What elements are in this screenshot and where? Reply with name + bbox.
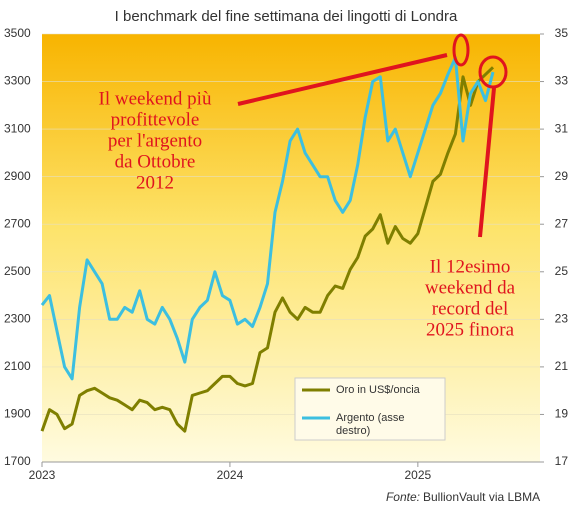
annotation: 2012 bbox=[136, 172, 174, 193]
source-label: Fonte: bbox=[386, 490, 420, 504]
y-tick-label: 1900 bbox=[4, 407, 31, 421]
y2-tick-label: 21 bbox=[555, 359, 569, 373]
arrow-line bbox=[237, 53, 448, 106]
highlight-circle bbox=[478, 55, 508, 89]
plot: 1700 1900 2100 2300 2500 2700 2900 3100 3300 3500… bbox=[4, 26, 568, 482]
y-tick-label: 2700 bbox=[4, 216, 31, 230]
series-line bbox=[40, 56, 495, 381]
annotation: record del bbox=[432, 298, 508, 319]
y-tick-label: 3100 bbox=[4, 121, 31, 135]
legend-label: Oro in US$/oncia bbox=[336, 384, 421, 396]
arrow-line bbox=[478, 87, 496, 238]
y-tick-label: 2300 bbox=[4, 312, 31, 326]
annotation: Il 12esimo bbox=[430, 256, 511, 277]
y2-tick-label: 17 bbox=[555, 454, 569, 468]
x-tick-label: 2025 bbox=[404, 468, 431, 482]
x-tick-label: 2023 bbox=[29, 468, 56, 482]
annotation: Il weekend più bbox=[99, 88, 212, 109]
y-tick-label: 3500 bbox=[4, 26, 31, 40]
highlight-circle bbox=[452, 33, 470, 67]
y-tick-label: 3300 bbox=[4, 74, 31, 88]
plot-area bbox=[42, 34, 540, 462]
annotation: per l'argento bbox=[108, 130, 202, 151]
y-tick-label: 1700 bbox=[4, 454, 31, 468]
y2-tick-label: 25 bbox=[555, 264, 569, 278]
y2-tick-label: 33 bbox=[555, 74, 569, 88]
annotation: 2025 finora bbox=[426, 319, 515, 340]
legend: Oro in US$/oncia Argento (asse destro) bbox=[302, 384, 421, 437]
y-tick-label: 2100 bbox=[4, 359, 31, 373]
annotation: weekend da bbox=[425, 277, 516, 298]
legend-box bbox=[294, 377, 446, 441]
y2-tick-label: 27 bbox=[555, 216, 569, 230]
y-tick-label: 2500 bbox=[4, 264, 31, 278]
y2-tick-label: 19 bbox=[555, 407, 569, 421]
y2-tick-label: 23 bbox=[555, 312, 569, 326]
source: BullionVault via LBMA bbox=[423, 490, 540, 504]
y2-tick-label: 29 bbox=[555, 169, 569, 183]
chart-title: I benchmark del fine settimana dei lingo… bbox=[115, 8, 458, 25]
y-tick-label: 2900 bbox=[4, 169, 31, 183]
x-tick-label: 2024 bbox=[217, 468, 244, 482]
y2-tick-label: 31 bbox=[555, 121, 569, 135]
annotation: da Ottobre bbox=[115, 151, 196, 172]
y2-tick-label: 35 bbox=[555, 26, 569, 40]
series-line bbox=[40, 66, 495, 433]
annotation: profittevole bbox=[111, 109, 200, 130]
legend-label: Argento (asse destro) bbox=[336, 412, 404, 437]
